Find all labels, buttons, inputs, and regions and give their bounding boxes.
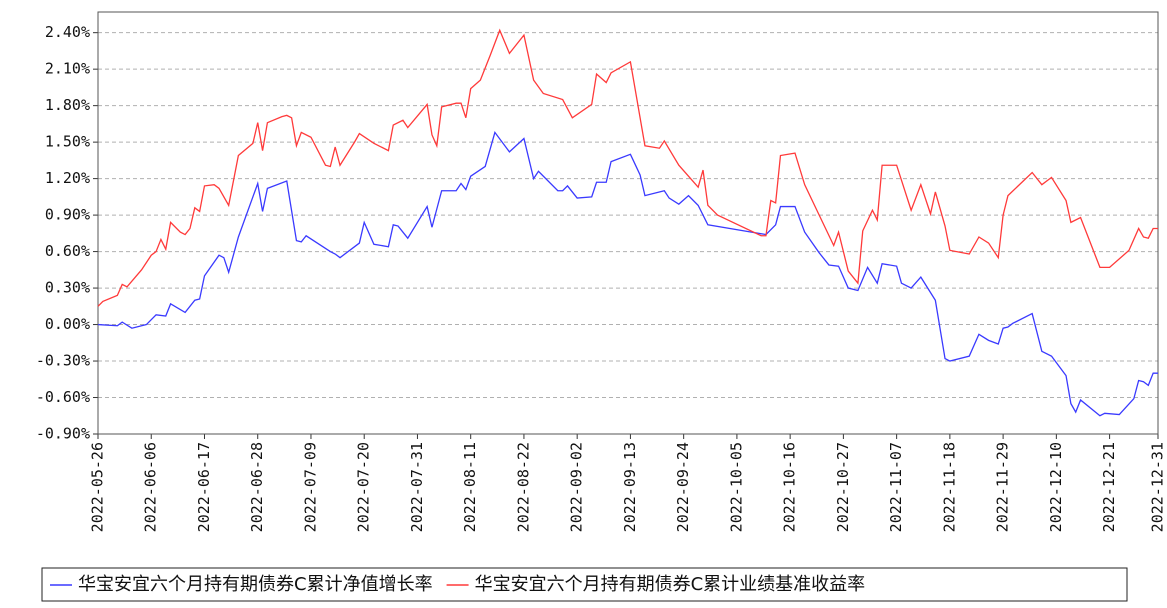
x-tick-label: 2022-10-27 [834,442,852,532]
x-tick-label: 2022-06-28 [248,442,266,532]
x-tick-label: 2022-11-18 [940,442,958,532]
y-tick-label: 1.50% [45,133,90,151]
x-tick-label: 2022-05-26 [89,442,107,532]
y-tick-label: 2.10% [45,60,90,78]
legend-box [41,567,1128,602]
x-tick-label: 2022-07-09 [301,442,319,532]
y-tick-label: -0.30% [36,352,90,370]
x-tick-label: 2022-09-13 [621,442,639,532]
legend-label: 华宝安宜六个月持有期债券C累计业绩基准收益率 [475,574,866,595]
x-tick-label: 2022-12-21 [1100,442,1118,532]
y-tick-label: 1.20% [45,169,90,187]
y-tick-label: 0.60% [45,242,90,260]
x-tick-label: 2022-06-06 [142,442,160,532]
x-tick-label: 2022-11-29 [994,442,1012,532]
x-tick-label: 2022-08-22 [514,442,532,532]
x-tick-label: 2022-11-07 [887,442,905,532]
x-tick-label: 2022-10-05 [727,442,745,532]
y-tick-label: 0.30% [45,279,90,297]
x-tick-label: 2022-07-31 [408,442,426,532]
y-tick-label: 1.80% [45,96,90,114]
plot-frame [97,11,1159,435]
y-tick-label: 0.90% [45,206,90,224]
legend-label: 华宝安宜六个月持有期债券C累计净值增长率 [78,574,433,595]
x-tick-label: 2022-07-20 [355,442,373,532]
y-tick-label: -0.90% [36,425,90,443]
x-tick-label: 2022-10-16 [781,442,799,532]
y-tick-label: 2.40% [45,23,90,41]
y-tick-label: -0.60% [36,388,90,406]
x-tick-label: 2022-12-10 [1047,442,1065,532]
y-tick-label: 0.00% [45,315,90,333]
x-tick-label: 2022-06-17 [195,442,213,532]
x-tick-label: 2022-09-24 [674,442,692,532]
series-line [97,130,1158,417]
x-tick-label: 2022-09-02 [568,442,586,532]
x-tick-label: 2022-12-31 [1149,442,1167,532]
series-line [97,28,1158,307]
x-tick-label: 2022-08-11 [461,442,479,532]
